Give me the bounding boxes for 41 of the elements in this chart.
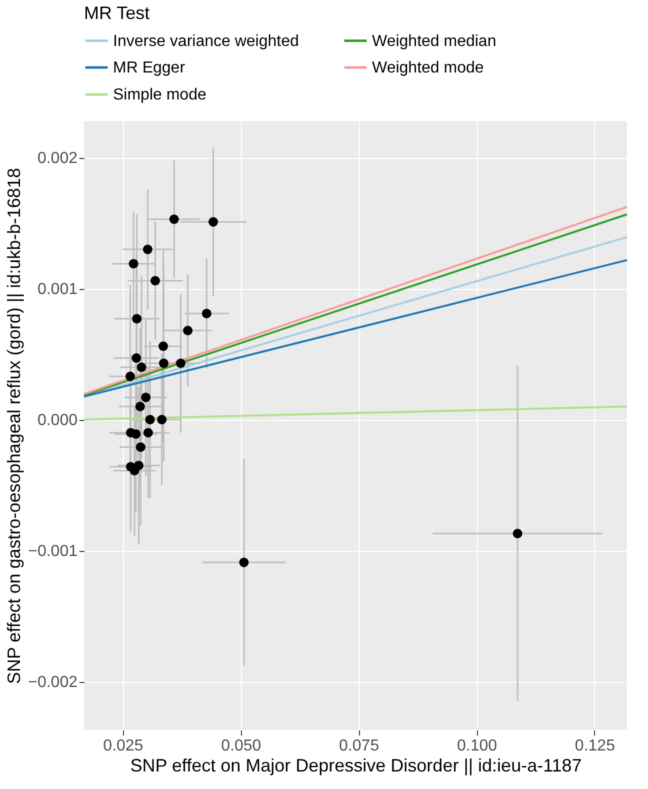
x-axis-title: SNP effect on Major Depressive Disorder || id:ieu-a-1187	[130, 756, 582, 776]
point	[135, 402, 145, 412]
legend-label: Inverse variance weighted	[113, 32, 299, 50]
point	[136, 362, 146, 372]
y-axis-title: SNP effect on gastro-oesophageal reflux (gord) || id:ukb-b-16818	[4, 168, 24, 684]
y-tick-label: 0.002	[37, 150, 78, 168]
point	[158, 342, 168, 351]
legend-label: MR Egger	[113, 60, 186, 76]
x-tick-label: 0.075	[339, 738, 380, 754]
point	[239, 558, 249, 568]
point	[512, 528, 522, 538]
y-tick-label: −0.002	[28, 674, 78, 692]
point	[145, 414, 155, 424]
legend-title: MR Test	[84, 3, 150, 23]
x-tick-label: 0.050	[221, 738, 262, 754]
x-tick-label: 0.025	[103, 738, 144, 754]
point	[202, 308, 212, 318]
point	[208, 217, 218, 227]
x-tick-label: 0.100	[456, 738, 498, 754]
y-tick-label: 0.001	[37, 281, 78, 298]
point	[128, 259, 138, 268]
point	[150, 276, 160, 286]
y-tick-label: −0.001	[28, 543, 78, 560]
point	[136, 442, 146, 452]
point	[169, 214, 179, 224]
point	[183, 326, 193, 336]
point	[176, 358, 186, 368]
point	[158, 358, 168, 368]
point	[142, 244, 152, 254]
x-tick-label: 0.125	[574, 738, 616, 754]
legend-label: Simple mode	[113, 86, 206, 104]
legend-label: Weighted median	[372, 32, 496, 50]
point	[131, 429, 141, 439]
point	[125, 372, 135, 382]
point	[132, 314, 142, 324]
point	[141, 392, 151, 402]
legend-label: Weighted mode	[372, 60, 484, 76]
point	[132, 353, 142, 363]
point	[143, 428, 153, 438]
y-tick-label: 0.000	[37, 412, 78, 430]
point	[157, 414, 167, 424]
